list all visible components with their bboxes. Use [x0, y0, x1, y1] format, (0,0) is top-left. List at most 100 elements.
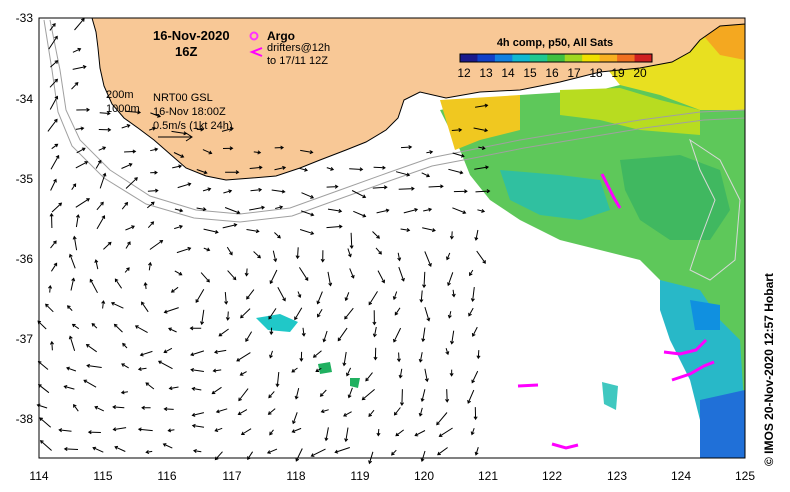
drifter-track: [663, 338, 708, 356]
current-arrow: [297, 291, 302, 299]
current-arrow: [272, 250, 278, 263]
current-arrow: [372, 185, 388, 190]
current-arrow: [326, 184, 339, 189]
current-arrow: [322, 330, 328, 343]
current-arrow: [163, 406, 174, 412]
current-arrow: [449, 369, 454, 377]
current-arrow: [423, 207, 433, 212]
current-arrow: [49, 78, 59, 88]
current-arrow: [50, 178, 57, 191]
current-arrow: [240, 308, 251, 319]
current-arrow: [418, 407, 423, 417]
current-arrow: [147, 188, 159, 193]
current-arrow: [213, 349, 227, 354]
current-arrow: [450, 330, 455, 345]
drifters-label-line2: to 17/11 12Z: [267, 55, 328, 67]
currents-product: NRT00 GSL: [153, 92, 213, 104]
current-arrow: [316, 291, 323, 305]
current-arrow: [424, 251, 432, 267]
colorbar-cell: [582, 54, 601, 62]
current-arrow: [391, 449, 397, 456]
x-tick-label: 114: [29, 469, 48, 483]
current-arrow: [200, 272, 210, 283]
current-arrow: [346, 367, 352, 377]
sst-field: [256, 18, 745, 458]
current-arrow: [274, 145, 285, 150]
current-arrow: [468, 307, 474, 317]
colorbar-title: 4h comp, p50, All Sats: [497, 37, 613, 49]
current-arrow: [215, 408, 228, 414]
current-arrow: [344, 427, 349, 443]
x-tick-label: 119: [350, 469, 369, 483]
current-arrow: [145, 382, 155, 390]
current-arrow: [168, 386, 179, 391]
current-arrow: [337, 327, 348, 342]
current-arrow: [324, 427, 329, 442]
current-arrow: [470, 287, 475, 303]
current-arrow: [191, 412, 205, 417]
current-arrow: [239, 371, 247, 376]
colorbar-outline: [459, 53, 653, 63]
current-arrow: [191, 386, 202, 391]
current-arrow: [418, 352, 423, 363]
map-date: 16-Nov-2020: [153, 28, 230, 43]
current-arrow: [253, 150, 262, 155]
current-arrow: [49, 340, 54, 351]
current-arrow: [190, 350, 205, 357]
current-arrow: [176, 246, 192, 254]
current-arrow: [398, 186, 415, 191]
current-arrow: [300, 210, 315, 217]
current-arrow: [214, 427, 223, 432]
current-arrow: [249, 165, 263, 170]
current-arrow: [327, 208, 343, 213]
current-arrow: [72, 235, 78, 251]
current-arrow: [163, 347, 173, 354]
current-arrow: [274, 165, 287, 171]
current-arrow: [134, 325, 148, 334]
current-arrow: [72, 47, 82, 53]
current-arrow: [99, 172, 107, 189]
current-arrow: [114, 278, 123, 289]
current-arrow: [223, 189, 233, 194]
current-arrow: [351, 190, 367, 199]
current-arrow: [268, 391, 275, 399]
current-arrow: [99, 111, 111, 116]
current-arrow: [150, 147, 159, 152]
current-arrow: [398, 368, 403, 379]
current-arrow: [474, 447, 479, 456]
current-arrow: [112, 427, 127, 432]
current-arrow: [139, 350, 153, 357]
current-arrow: [51, 143, 59, 150]
scale-arrow-icon: [158, 132, 193, 142]
drifter-track: [551, 442, 579, 450]
current-arrow: [376, 208, 390, 214]
colorbar-tick-label: 19: [611, 66, 625, 80]
current-arrow: [421, 327, 426, 343]
colorbar-cell: [599, 54, 618, 62]
current-arrow: [414, 430, 426, 437]
current-arrow: [168, 327, 177, 333]
current-arrow: [395, 171, 411, 177]
current-arrow: [225, 170, 240, 175]
current-arrow: [149, 126, 156, 131]
current-arrow: [202, 149, 213, 155]
current-arrow: [137, 367, 147, 372]
current-arrow: [103, 241, 112, 250]
current-arrow: [320, 409, 329, 414]
current-arrow: [63, 385, 75, 390]
current-arrow: [267, 408, 276, 415]
current-arrow: [301, 327, 306, 337]
current-arrow: [92, 446, 104, 453]
current-arrow: [269, 269, 278, 285]
current-arrow: [395, 429, 405, 437]
current-arrow: [75, 126, 85, 131]
drifter-marker-icon: [249, 47, 263, 57]
current-arrow: [373, 165, 386, 170]
current-arrow: [274, 232, 281, 239]
current-arrow: [421, 172, 431, 178]
current-arrow: [473, 407, 478, 421]
current-arrow: [473, 127, 489, 133]
current-arrow: [300, 149, 314, 155]
current-arrow: [237, 409, 248, 416]
